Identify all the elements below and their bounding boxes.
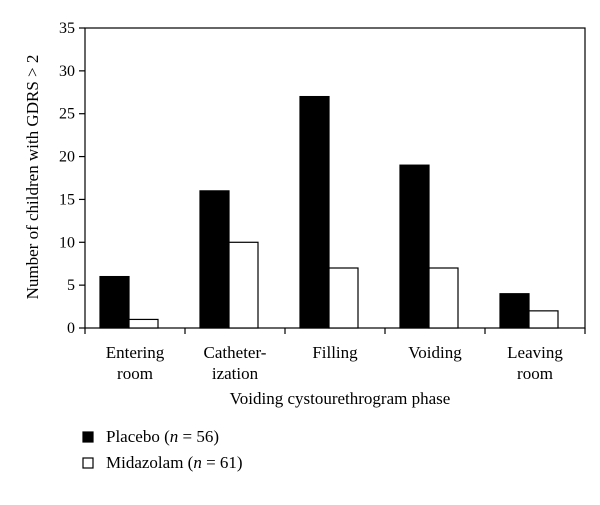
legend-swatch-0 bbox=[82, 431, 94, 443]
x-category-label: Entering room bbox=[106, 343, 165, 383]
legend-label-suffix: = 56) bbox=[178, 427, 219, 446]
bar-series-0-cat-3 bbox=[399, 164, 430, 329]
y-tick-label: 25 bbox=[59, 106, 75, 123]
y-tick-label: 0 bbox=[67, 320, 75, 337]
x-category-label-line: Filling bbox=[312, 343, 358, 362]
legend-label-0: Placebo (n = 56) bbox=[106, 427, 219, 446]
x-category-label-line: Voiding bbox=[408, 343, 462, 362]
y-tick-label: 20 bbox=[59, 149, 75, 166]
legend-label-suffix: = 61) bbox=[202, 453, 243, 472]
x-category-label: Catheter-ization bbox=[204, 343, 267, 383]
y-tick-label: 5 bbox=[67, 277, 75, 294]
x-category-label: Filling bbox=[312, 343, 358, 362]
y-tick-label: 15 bbox=[59, 191, 75, 208]
bar-series-0-cat-4 bbox=[499, 293, 530, 329]
x-category-label: Voiding bbox=[408, 343, 462, 362]
legend-label-variable: n bbox=[170, 427, 179, 446]
x-category-label-line: Entering bbox=[106, 343, 165, 362]
bar-series-0-cat-1 bbox=[199, 190, 230, 329]
x-category-label-line: room bbox=[517, 364, 553, 383]
legend-label-prefix: Midazolam ( bbox=[106, 453, 194, 472]
legend-label-prefix: Placebo ( bbox=[106, 427, 170, 446]
y-tick-label: 10 bbox=[59, 234, 75, 251]
bar-series-1-cat-0 bbox=[128, 318, 159, 329]
legend-label-1: Midazolam (n = 61) bbox=[106, 453, 243, 472]
y-axis: 0 5 10 15 20 25 30 35 bbox=[59, 20, 85, 337]
bar-series-1-cat-2 bbox=[328, 267, 359, 329]
legend-swatch-1 bbox=[82, 457, 94, 469]
bar-series-1-cat-1 bbox=[228, 241, 259, 329]
y-tick-label: 30 bbox=[59, 63, 75, 80]
x-category-label-line: Leaving bbox=[507, 343, 563, 362]
y-axis-label: Number of children with GDRS > 2 bbox=[23, 55, 42, 300]
x-axis-label: Voiding cystourethrogram phase bbox=[230, 389, 451, 408]
x-category-label: Leaving room bbox=[507, 343, 563, 383]
bar-series-0-cat-2 bbox=[299, 95, 330, 329]
bar-series-0-cat-0 bbox=[99, 275, 130, 329]
bar-series-1-cat-4 bbox=[528, 310, 559, 329]
legend-label-variable: n bbox=[193, 453, 202, 472]
x-category-label-line: Catheter- bbox=[204, 343, 267, 362]
x-category-label-line: ization bbox=[212, 364, 259, 383]
y-tick-label: 35 bbox=[59, 20, 75, 37]
plot-area bbox=[84, 27, 586, 329]
x-axis: Entering room Catheter-ization Filling Voidi… bbox=[84, 328, 586, 383]
legend: Placebo (n = 56)Midazolam (n = 61) bbox=[82, 427, 243, 472]
x-category-label-line: room bbox=[117, 364, 153, 383]
bar-series-1-cat-3 bbox=[428, 267, 459, 329]
